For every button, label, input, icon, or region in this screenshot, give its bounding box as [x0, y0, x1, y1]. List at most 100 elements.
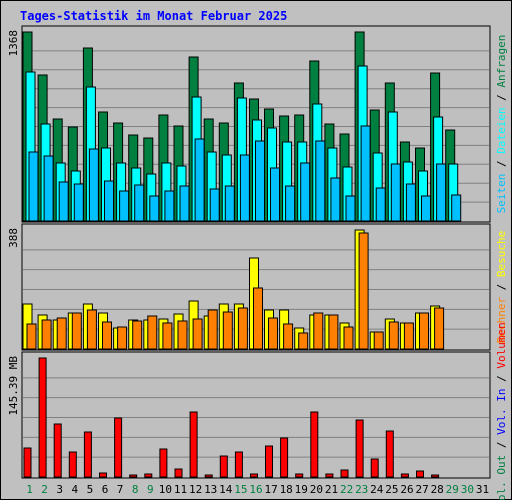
bar-seiten-day-2 — [43, 155, 54, 222]
bar-rechner-day-28 — [434, 307, 445, 350]
bar-volumen-day-7 — [114, 417, 123, 478]
bar-seiten-day-3 — [58, 181, 69, 222]
x-tick-label-day-20: 20 — [310, 483, 323, 496]
bar-rechner-day-6 — [102, 321, 112, 350]
bar-seiten-day-19 — [300, 162, 311, 222]
bar-rechner-day-7 — [117, 326, 128, 350]
bar-rechner-day-25 — [388, 321, 399, 350]
x-tick-label-day-30: 30 — [461, 483, 474, 496]
bar-volumen-day-2 — [38, 357, 47, 478]
legend-entry: / — [495, 369, 508, 389]
x-tick-label-day-3: 3 — [56, 483, 63, 496]
bar-seiten-day-1 — [28, 151, 39, 222]
bar-rechner-day-16 — [253, 287, 263, 350]
series-volumen — [23, 357, 440, 478]
bar-seiten-day-24 — [375, 187, 386, 222]
y-max-label: 388 — [7, 228, 20, 248]
legend-entry: Besuche — [495, 231, 508, 277]
legend-entry: Dateien — [495, 107, 508, 153]
legend-entry: Anfragen — [495, 35, 508, 88]
x-tick-label-day-1: 1 — [26, 483, 33, 496]
bar-seiten-day-20 — [315, 140, 326, 222]
bar-rechner-day-13 — [207, 309, 218, 350]
chart-title: Tages-Statistik im Monat Februar 2025 — [20, 9, 287, 23]
bar-rechner-day-18 — [283, 323, 294, 350]
x-tick-label-day-19: 19 — [295, 483, 308, 496]
x-tick-label-day-14: 14 — [219, 483, 233, 496]
bar-seiten-day-29 — [451, 194, 462, 222]
bar-seiten-day-22 — [345, 195, 356, 222]
bar-seiten-day-11 — [179, 185, 190, 222]
x-tick-label-day-21: 21 — [325, 483, 338, 496]
bar-volumen-day-24 — [370, 458, 379, 478]
bar-volumen-day-15 — [234, 451, 243, 478]
bar-rechner-day-24 — [373, 331, 384, 350]
x-tick-label-day-22: 22 — [340, 483, 353, 496]
legend-entry: / — [495, 88, 508, 108]
series-rechner — [26, 232, 445, 350]
bar-seiten-day-6 — [104, 180, 114, 222]
bar-volumen-day-11 — [174, 468, 183, 478]
bar-volumen-day-5 — [83, 431, 92, 478]
x-tick-label-day-4: 4 — [71, 483, 78, 496]
bar-seiten-day-9 — [149, 195, 160, 222]
legend-entry: / — [495, 277, 508, 297]
bar-volumen-day-19 — [295, 473, 304, 478]
bar-volumen-day-1 — [23, 447, 32, 478]
legend-entry: Rechner — [495, 297, 508, 344]
bar-seiten-day-8 — [134, 184, 145, 222]
bar-rechner-day-10 — [162, 322, 173, 350]
bar-rechner-day-12 — [192, 318, 203, 350]
x-tick-label-day-24: 24 — [370, 483, 384, 496]
bar-volumen-day-4 — [68, 451, 77, 478]
series-seiten — [28, 125, 462, 222]
bar-rechner-day-9 — [147, 315, 158, 350]
bar-rechner-day-8 — [132, 320, 143, 350]
bar-rechner-day-26 — [403, 322, 414, 350]
bar-volumen-day-26 — [400, 473, 409, 478]
bar-rechner-day-1 — [26, 323, 37, 350]
x-tick-label-day-16: 16 — [249, 483, 262, 496]
panel-frame — [21, 351, 491, 479]
bar-volumen-day-27 — [416, 470, 424, 478]
x-tick-label-day-15: 15 — [234, 483, 247, 496]
x-tick-label-day-23: 23 — [355, 483, 368, 496]
bar-rechner-day-17 — [268, 317, 278, 350]
bar-volumen-day-6 — [99, 472, 107, 478]
bar-volumen-day-13 — [204, 474, 213, 478]
x-tick-label-day-2: 2 — [41, 483, 48, 496]
bar-seiten-day-25 — [390, 163, 401, 222]
x-tick-label-day-10: 10 — [159, 483, 172, 496]
legend-entry: / — [495, 154, 508, 174]
bar-volumen-day-8 — [129, 474, 138, 478]
legend-entry: Vol. Out — [495, 455, 508, 500]
bar-volumen-day-20 — [310, 411, 319, 478]
bar-volumen-day-16 — [250, 473, 258, 478]
x-tick-label-day-5: 5 — [87, 483, 94, 496]
legend-entry: Volumen — [495, 322, 508, 368]
x-tick-label-day-12: 12 — [189, 483, 202, 496]
bar-seiten-day-12 — [194, 138, 205, 222]
bar-volumen-day-12 — [189, 411, 198, 478]
bar-rechner-day-5 — [86, 309, 97, 350]
legend-label-middle: Rechner / Besuche — [495, 231, 508, 344]
bar-seiten-day-23 — [360, 125, 371, 222]
bar-volumen-day-23 — [355, 419, 364, 478]
x-tick-label-day-29: 29 — [446, 483, 459, 496]
chart-panel-middle: 388 Rechner / Besuche — [7, 223, 508, 351]
bar-seiten-day-14 — [224, 185, 235, 222]
x-tick-label-day-7: 7 — [117, 483, 124, 496]
bar-rechner-day-11 — [177, 320, 188, 350]
legend-label-bottom: Vol. Out / Vol. In / Volumen — [495, 322, 508, 500]
bar-rechner-day-4 — [71, 312, 82, 350]
chart-panel-top: 1368 Seiten / Dateien / Anfragen — [7, 25, 508, 223]
bar-seiten-day-16 — [255, 140, 265, 222]
bar-rechner-day-15 — [237, 307, 248, 350]
bar-volumen-day-18 — [280, 437, 289, 478]
x-tick-label-day-13: 13 — [204, 483, 217, 496]
chart-panel-bottom: 145.39 MB Vol. Out / Vol. In / Volumen — [7, 322, 508, 500]
bar-volumen-day-10 — [159, 448, 168, 478]
bar-seiten-day-15 — [239, 154, 250, 222]
x-tick-label-day-26: 26 — [400, 483, 413, 496]
